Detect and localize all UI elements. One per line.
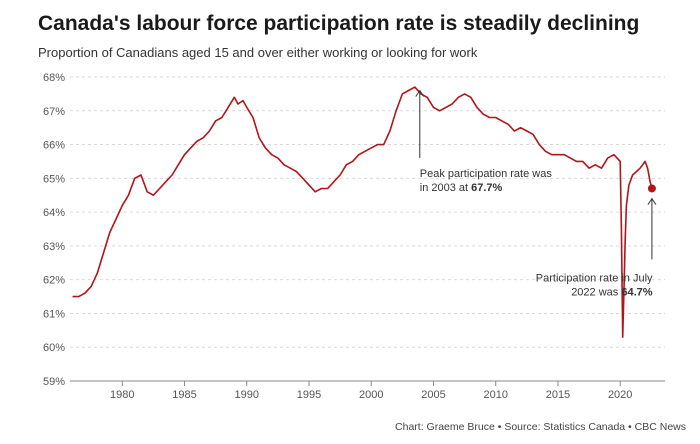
annotation-segment: Peak participation rate was: [420, 168, 553, 180]
y-tick-label: 63%: [43, 241, 65, 253]
x-tick-label: 1995: [297, 389, 321, 401]
y-tick-label: 60%: [43, 342, 65, 354]
annotation-segment: Participation rate in July: [536, 273, 653, 285]
y-tick-label: 64%: [43, 207, 65, 219]
annotation-text: Participation rate in July: [536, 273, 653, 285]
annotation-arrowhead: [647, 197, 657, 205]
x-tick-label: 1980: [110, 389, 134, 401]
x-tick-label: 1990: [235, 389, 259, 401]
series-line: [72, 86, 653, 338]
x-tick-label: 2020: [608, 389, 632, 401]
y-tick-label: 65%: [43, 173, 65, 185]
annotation-value: 64.7%: [621, 287, 652, 299]
annotation-segment: 2022 was: [571, 287, 621, 299]
source-credit: Chart: Graeme Bruce • Source: Statistics…: [395, 421, 686, 433]
x-tick-label: 2005: [421, 389, 445, 401]
x-tick-label: 2015: [546, 389, 570, 401]
y-tick-label: 67%: [43, 106, 65, 118]
y-tick-label: 68%: [43, 72, 65, 84]
annotation-segment: in 2003 at: [420, 182, 471, 194]
chart-title: Canada's labour force participation rate…: [38, 12, 640, 35]
chart-subtitle: Proportion of Canadians aged 15 and over…: [38, 45, 478, 60]
grid-lines: [70, 76, 665, 348]
x-tick-label: 2000: [359, 389, 383, 401]
annotation-text: in 2003 at 67.7%: [420, 182, 503, 194]
x-axis: 1980 1985 1990 1995 2000 2005 2010 2015 2020: [70, 380, 665, 401]
annotation-text: 2022 was 64.7%: [571, 287, 653, 299]
y-tick-label: 62%: [43, 275, 65, 287]
x-tick-label: 2010: [483, 389, 507, 401]
x-tick-label: 1985: [172, 389, 196, 401]
y-tick-label: 61%: [43, 308, 65, 320]
y-tick-label: 66%: [43, 140, 65, 152]
series-group: [72, 86, 656, 338]
y-axis: 59% 60% 61% 62% 63% 64% 65% 66% 67% 68%: [43, 72, 65, 388]
annotations: Peak participation rate was in 2003 at 67…: [415, 89, 657, 299]
y-tick-label: 59%: [43, 376, 65, 388]
annotation-text: Peak participation rate was: [420, 168, 553, 180]
annotation-value: 67.7%: [471, 182, 502, 194]
annotation-arrowhead: [415, 89, 425, 97]
end-point-marker: [647, 184, 656, 193]
